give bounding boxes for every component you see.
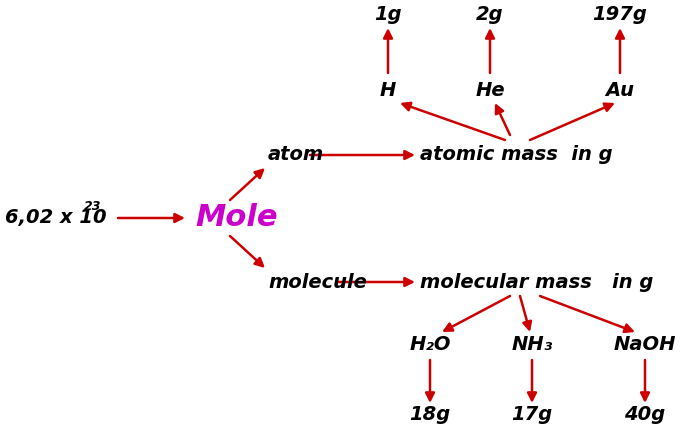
- Text: 6,02 x 10: 6,02 x 10: [5, 208, 106, 228]
- Text: Au: Au: [606, 80, 634, 100]
- Text: 18g: 18g: [410, 406, 451, 424]
- Text: atom: atom: [268, 146, 324, 164]
- Text: 23: 23: [84, 201, 102, 214]
- Text: NaOH: NaOH: [614, 336, 676, 354]
- Text: H: H: [380, 80, 396, 100]
- Text: 17g: 17g: [512, 406, 552, 424]
- Text: Mole: Mole: [195, 204, 277, 232]
- Text: molecule: molecule: [268, 273, 367, 291]
- Text: 40g: 40g: [624, 406, 666, 424]
- Text: H₂O: H₂O: [410, 336, 451, 354]
- Text: 197g: 197g: [593, 6, 648, 24]
- Text: He: He: [475, 80, 505, 100]
- Text: atomic mass  in g: atomic mass in g: [420, 146, 612, 164]
- Text: 2g: 2g: [476, 6, 504, 24]
- Text: 1g: 1g: [374, 6, 402, 24]
- Text: molecular mass   in g: molecular mass in g: [420, 273, 653, 291]
- Text: NH₃: NH₃: [512, 336, 552, 354]
